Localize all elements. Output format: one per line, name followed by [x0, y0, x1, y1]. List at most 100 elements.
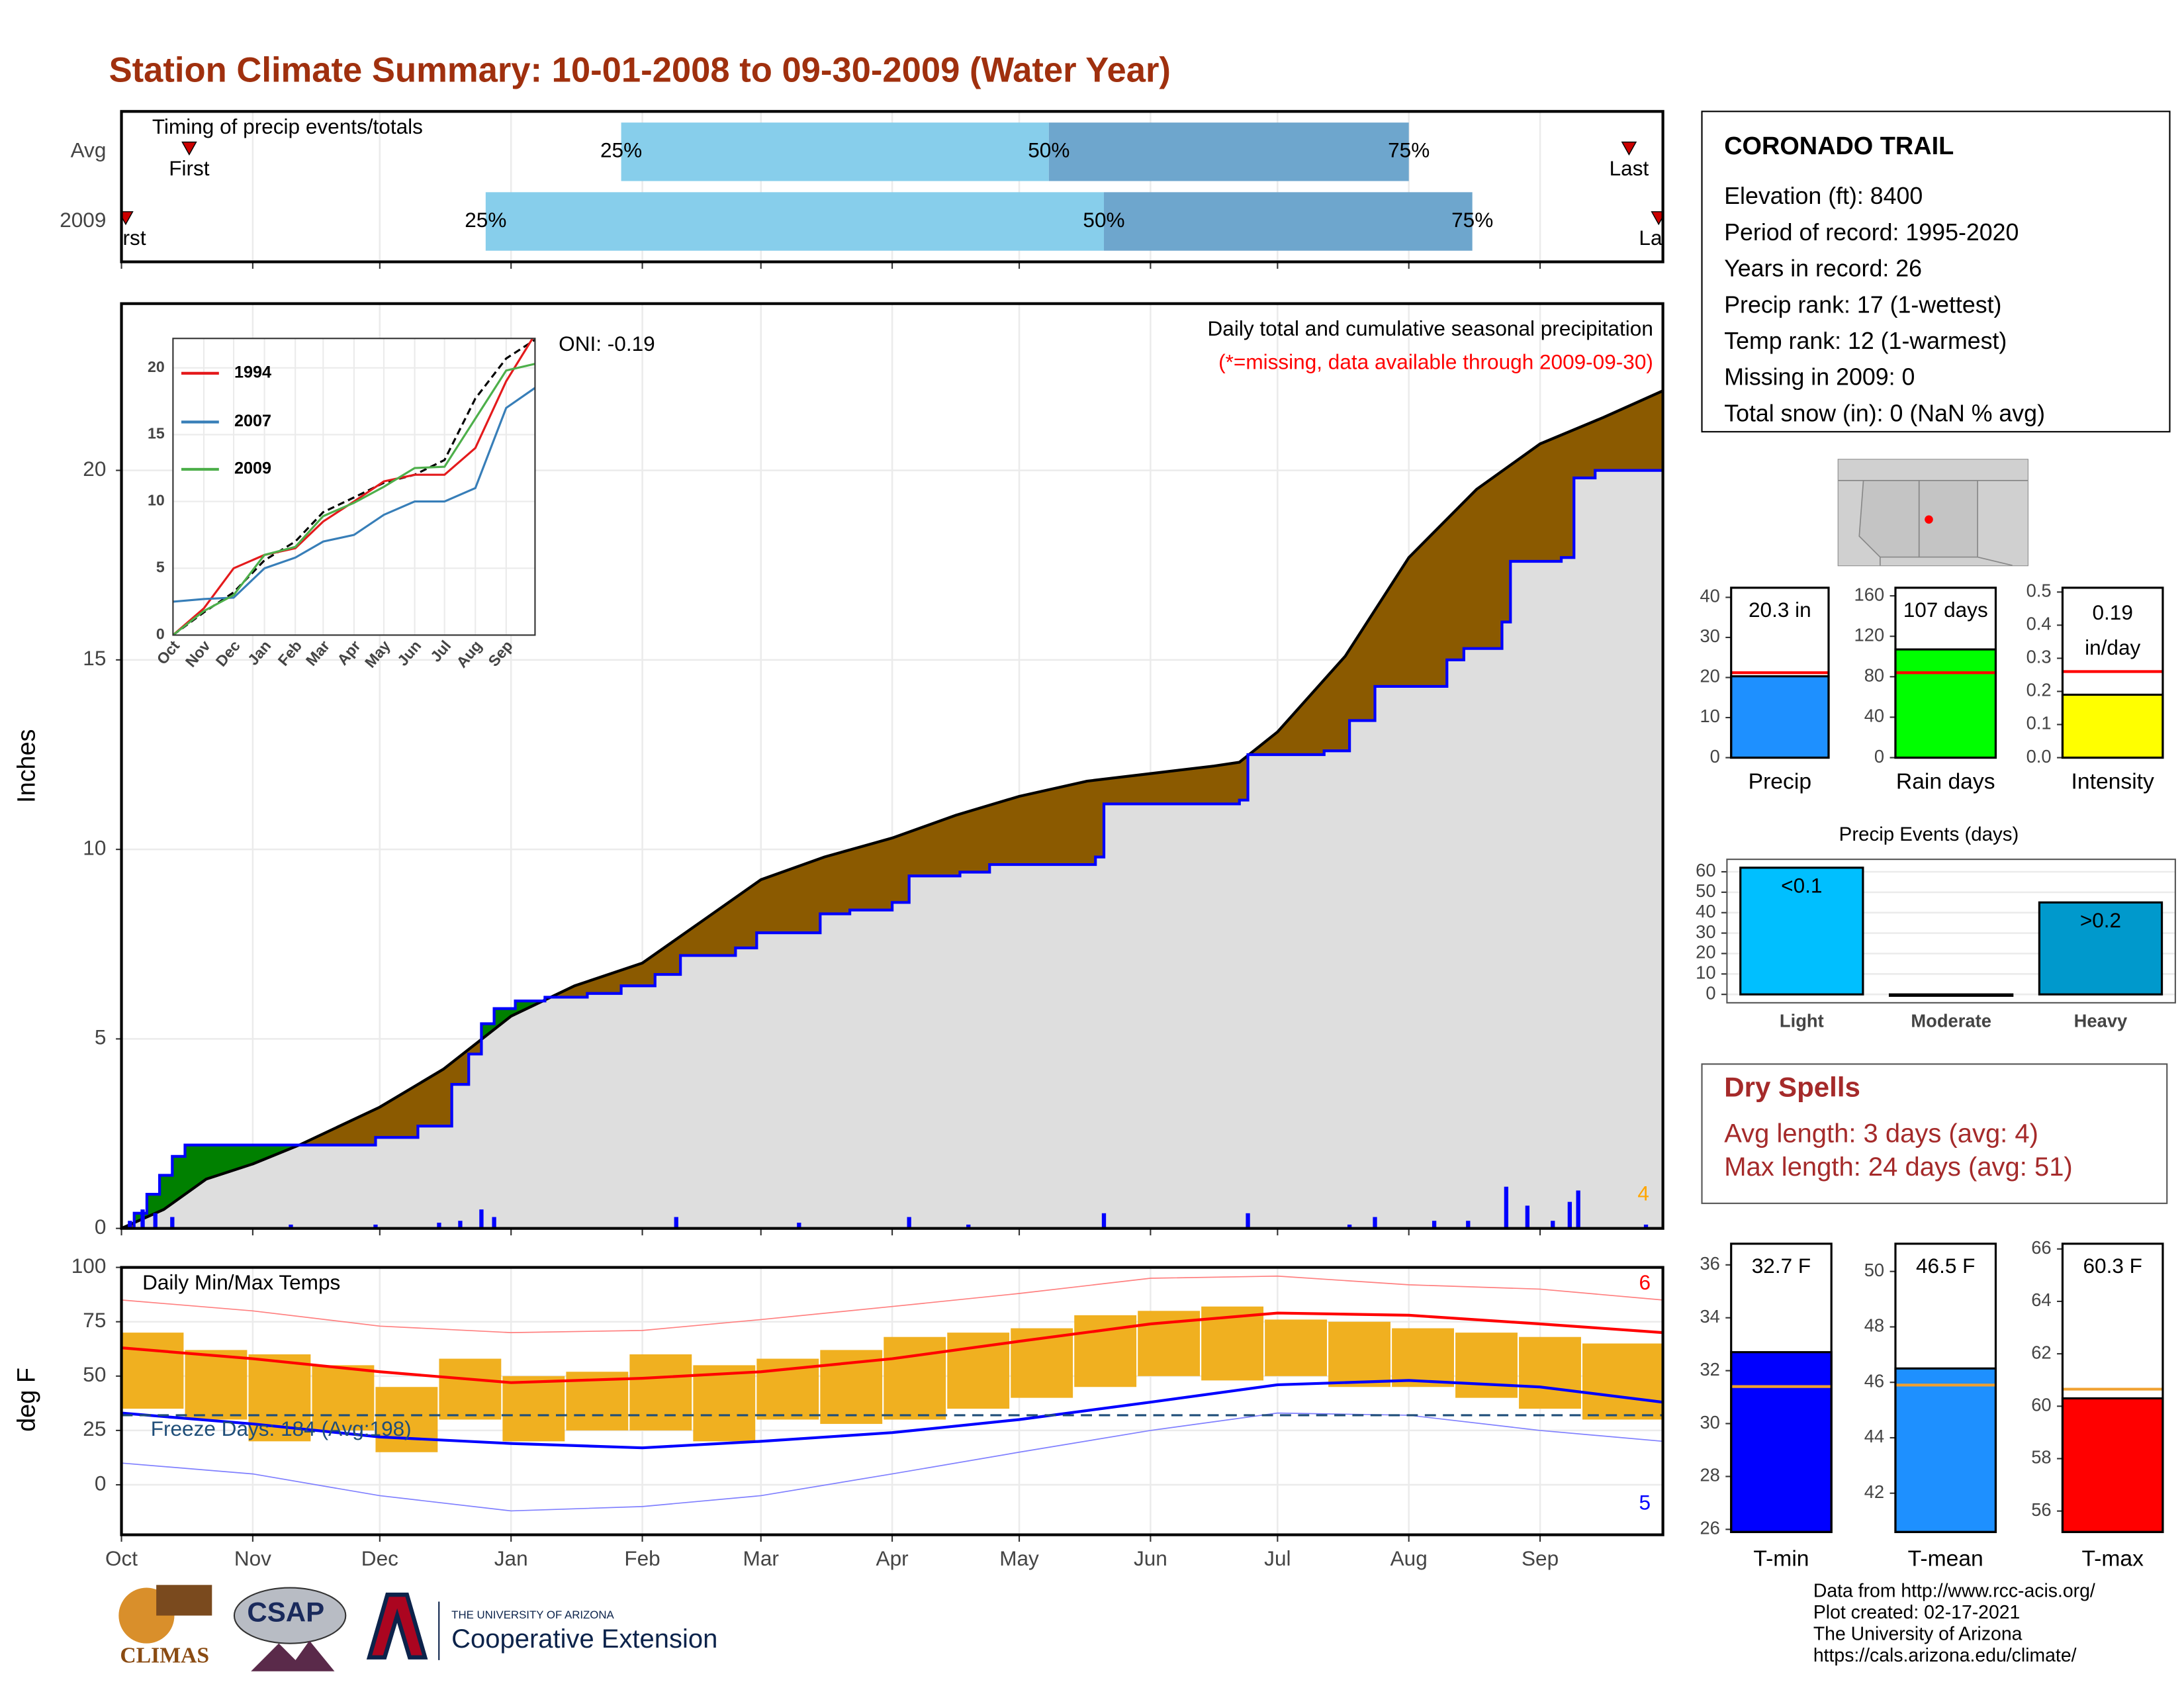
- university-name: THE UNIVERSITY OF ARIZONA: [451, 1609, 614, 1621]
- daily-bar: [966, 1224, 971, 1229]
- daily-bar: [907, 1217, 911, 1229]
- y-tick-label: 120: [1854, 624, 1885, 645]
- dry-info: Avg length: 3 days (avg: 4): [1724, 1119, 2038, 1148]
- daily-bar: [437, 1223, 441, 1229]
- footer-text: The University of Arizona: [1813, 1624, 2023, 1645]
- footer-text: Plot created: 02-17-2021: [1813, 1602, 2021, 1623]
- legend-label: 1994: [234, 363, 271, 382]
- station-info: Temp rank: 12 (1-warmest): [1724, 328, 2007, 354]
- plot-border: [120, 302, 1664, 1230]
- daily-bar: [1551, 1221, 1555, 1229]
- gauge-label: Precip: [1749, 769, 1811, 794]
- y-tick-label: 60: [2031, 1395, 2051, 1415]
- y-tick-label: 48: [1864, 1315, 1884, 1336]
- y-tick-label: 160: [1854, 584, 1885, 604]
- temp-range-bar: [121, 1333, 184, 1409]
- x-tick-label: Sep: [1522, 1546, 1559, 1570]
- y-tick-label: 0: [95, 1471, 107, 1495]
- temp-range-bar: [884, 1336, 946, 1420]
- daily-bar: [1504, 1186, 1509, 1229]
- marker-label: First: [105, 226, 146, 250]
- temp-line: [121, 1311, 1663, 1384]
- y-tick-label: 0.5: [2026, 581, 2052, 601]
- y-tick-label: 30: [1700, 1412, 1719, 1432]
- quartile-bar: [1104, 192, 1473, 251]
- gauge-bar: [2061, 1397, 2164, 1533]
- row-label: 2009: [60, 208, 106, 232]
- climas-emblem: [156, 1585, 212, 1616]
- x-tick-label: Mar: [743, 1546, 779, 1570]
- y-tick-label: 32: [1700, 1359, 1719, 1380]
- observed-line: [121, 459, 1663, 1229]
- temp-range-bar: [185, 1350, 248, 1420]
- y-tick-label: 0.1: [2026, 713, 2052, 733]
- ua-logo: [366, 1592, 428, 1660]
- y-tick-label: 5: [95, 1025, 107, 1049]
- y-tick-label: 36: [1700, 1253, 1719, 1274]
- temp-range-bar: [439, 1358, 502, 1420]
- station-info: Precip rank: 17 (1-wettest): [1724, 291, 2001, 318]
- quartile-bar: [621, 122, 1049, 181]
- station-info: Elevation (ft): 8400: [1724, 183, 1923, 209]
- daily-bar: [289, 1224, 293, 1229]
- station-info: Years in record: 26: [1724, 256, 1922, 282]
- daily-bar: [1432, 1221, 1437, 1229]
- y-tick-label: 28: [1700, 1465, 1719, 1485]
- quantile-label: 50%: [1083, 208, 1124, 232]
- gauge-label: T-min: [1753, 1546, 1809, 1571]
- value-label: 46.5 F: [1916, 1254, 1975, 1278]
- x-tick-label: Jul: [1264, 1546, 1291, 1570]
- y-tick-label: 64: [2031, 1289, 2051, 1310]
- plot-layer: 25% 50% 75% First Last 25% 50% 75% First Last: [105, 122, 1663, 251]
- x-tick-label: Nov: [234, 1546, 271, 1570]
- csap-mountain: [251, 1640, 335, 1671]
- inset-border: [172, 338, 536, 636]
- daily-bar: [797, 1223, 801, 1229]
- y-tick-label: 5: [156, 559, 165, 576]
- y-tick-label: 25: [83, 1417, 106, 1440]
- freeze-label: Freeze Days: 184 (Avg:198): [151, 1417, 412, 1440]
- daily-bar: [128, 1221, 132, 1229]
- y-axis-label: Inches: [13, 729, 41, 803]
- bar: [2038, 901, 2163, 996]
- plot-layer: [121, 389, 1663, 1229]
- y-tick-label: 75: [83, 1308, 106, 1332]
- station-info: Period of record: 1995-2020: [1724, 219, 2019, 246]
- daily-bar: [479, 1209, 484, 1229]
- x-tick-label: Light: [1780, 1011, 1824, 1031]
- footer-text: https://cals.arizona.edu/climate/: [1813, 1645, 2077, 1666]
- y-tick-label: 0.0: [2026, 746, 2052, 767]
- series-line: [173, 387, 535, 603]
- gauge-label: T-max: [2081, 1546, 2144, 1571]
- gauge-bar: [1730, 1351, 1833, 1533]
- daily-bar: [458, 1221, 463, 1229]
- y-tick-label: 40: [1864, 706, 1884, 726]
- station-name: CORONADO TRAIL: [1724, 132, 1954, 160]
- gauge-border: [2061, 586, 2164, 759]
- daily-bar: [153, 1213, 158, 1229]
- gauge-label: Rain days: [1896, 769, 1995, 794]
- footer-text: Data from http://www.rcc-acis.org/: [1813, 1580, 2095, 1601]
- count-label: 5: [1639, 1491, 1651, 1515]
- y-tick-label: 30: [1700, 626, 1719, 646]
- event-marker: [181, 141, 197, 156]
- daily-bar: [1576, 1190, 1580, 1229]
- y-tick-label: 10: [83, 835, 106, 859]
- daily-bar: [1525, 1205, 1530, 1229]
- y-tick-label: 0: [95, 1215, 107, 1239]
- y-tick-label: 100: [71, 1254, 107, 1278]
- daily-bar: [1466, 1221, 1471, 1229]
- daily-bar: [1246, 1213, 1250, 1229]
- daily-bar: [1567, 1201, 1572, 1229]
- y-tick-label: 0.2: [2026, 680, 2052, 700]
- dry-info: Max length: 24 days (avg: 51): [1724, 1152, 2073, 1182]
- legend-label: 2007: [234, 412, 271, 430]
- y-tick-label: 62: [2031, 1342, 2051, 1362]
- quantile-label: 25%: [600, 138, 642, 162]
- csap-logo: CSAP: [247, 1597, 324, 1628]
- y-tick-label: 66: [2031, 1237, 2051, 1258]
- x-tick-label: Jan: [494, 1546, 528, 1570]
- y-tick-label: 40: [1696, 901, 1715, 921]
- map-state: [1858, 480, 1920, 558]
